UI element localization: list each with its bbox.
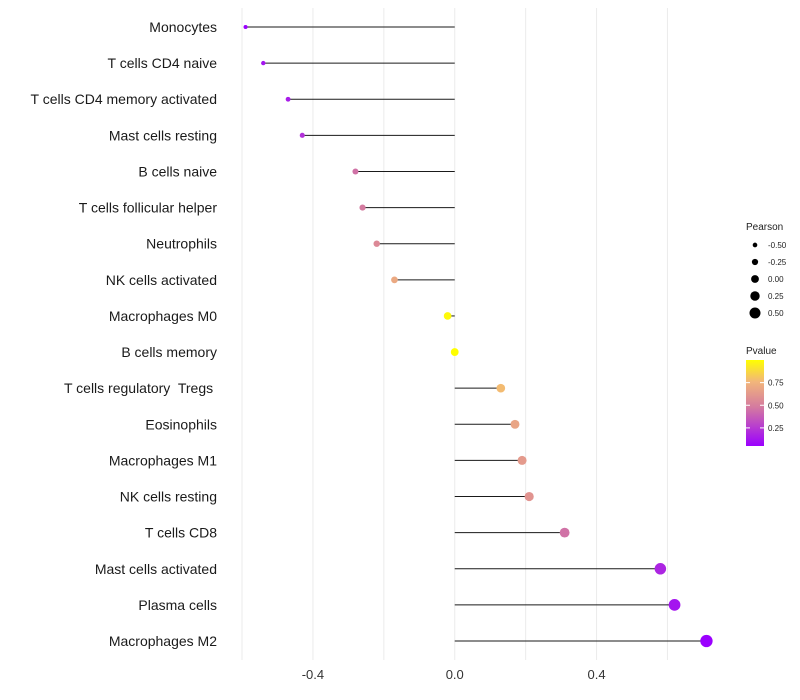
category-label: T cells follicular helper xyxy=(79,200,218,216)
category-label: T cells CD8 xyxy=(145,525,217,541)
legend-pvalue: Pvalue 0.25 0.50 0.75 xyxy=(746,346,784,446)
legend-pearson-swatch xyxy=(751,275,759,283)
lollipop-point xyxy=(510,419,520,429)
legend-pvalue-label: 0.75 xyxy=(768,379,784,388)
legend-pearson-label: -0.50 xyxy=(768,241,787,250)
legend-pearson-label: -0.25 xyxy=(768,258,787,267)
legend-pvalue-colorbar xyxy=(746,360,764,446)
legend-pearson-label: 0.50 xyxy=(768,309,784,318)
lollipop-point xyxy=(517,455,527,465)
category-label: Macrophages M1 xyxy=(109,452,217,468)
x-tick-label: 0.4 xyxy=(588,667,606,682)
legend-pvalue-label: 0.50 xyxy=(768,401,784,410)
legend-pearson-label: 0.25 xyxy=(768,292,784,301)
lollipop-point xyxy=(524,491,534,502)
category-labels: Monocytes T cells CD4 naive T cells CD4 me… xyxy=(31,19,218,649)
lollipop-point xyxy=(668,599,681,611)
lollipop-point xyxy=(359,204,366,211)
x-axis-ticks: -0.4 0.0 0.4 xyxy=(302,667,606,682)
x-tick-label: -0.4 xyxy=(302,667,324,682)
legend-pearson-label: 0.00 xyxy=(768,275,784,284)
category-label: T cells CD4 memory activated xyxy=(31,91,217,107)
legend-pvalue-label: 0.25 xyxy=(768,424,784,433)
category-label: T cells regulatory Tregs xyxy=(64,380,217,396)
category-label: Plasma cells xyxy=(138,597,217,613)
x-tick-label: 0.0 xyxy=(446,667,464,682)
lollipop-point xyxy=(559,527,570,538)
legend-pearson-swatch xyxy=(749,307,761,319)
lollipop-point xyxy=(285,96,291,102)
stems xyxy=(245,26,707,642)
lollipop-point xyxy=(243,24,248,30)
lollipop-point xyxy=(299,132,305,138)
category-label: NK cells activated xyxy=(106,272,217,288)
category-label: T cells CD4 naive xyxy=(108,55,218,71)
grid xyxy=(241,8,668,660)
lollipop-point xyxy=(352,168,359,175)
lollipop-point xyxy=(654,563,667,575)
category-label: Mast cells activated xyxy=(95,561,217,577)
category-label: NK cells resting xyxy=(120,489,217,505)
category-label: Eosinophils xyxy=(145,416,217,432)
points xyxy=(243,24,713,648)
legend-pearson-swatch xyxy=(752,242,758,248)
legend-pvalue-title: Pvalue xyxy=(746,346,777,357)
legend-pearson-swatch xyxy=(750,291,760,301)
legend-pearson: Pearson -0.50 -0.25 0.00 0.25 0.50 xyxy=(746,222,787,319)
category-label: Macrophages M0 xyxy=(109,308,217,324)
category-label: B cells naive xyxy=(138,163,217,179)
lollipop-point xyxy=(700,634,713,648)
category-label: Monocytes xyxy=(149,19,217,35)
lollipop-point xyxy=(496,383,506,393)
category-label: Macrophages M2 xyxy=(109,633,217,649)
lollipop-point xyxy=(391,276,398,284)
category-label: B cells memory xyxy=(121,344,217,360)
lollipop-point xyxy=(373,240,380,247)
lollipop-point xyxy=(443,312,452,320)
category-label: Neutrophils xyxy=(146,236,217,252)
legend-pearson-swatch xyxy=(751,258,759,266)
legend-pearson-title: Pearson xyxy=(746,222,783,233)
lollipop-point xyxy=(261,60,266,66)
lollipop-point xyxy=(450,348,459,356)
category-label: Mast cells resting xyxy=(109,127,217,143)
